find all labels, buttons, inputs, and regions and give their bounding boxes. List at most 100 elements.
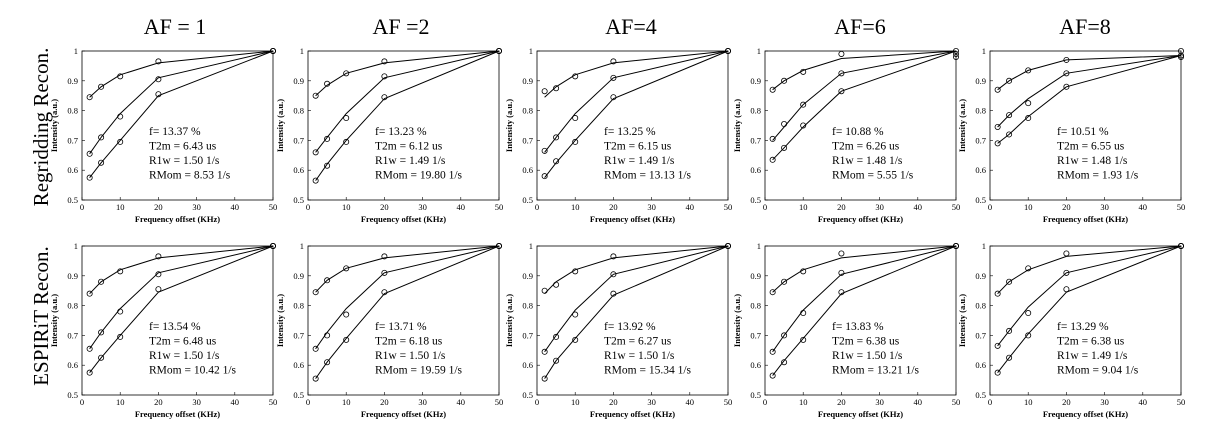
data-point-curve-1: [1025, 265, 1032, 272]
data-point-curve-1: [994, 290, 1001, 297]
data-point-curve-2: [541, 348, 548, 355]
data-point-curve-1: [98, 83, 105, 90]
fit-parameter-text: RMom = 19.59 1/s: [375, 365, 463, 377]
fit-line-curve-2: [89, 245, 274, 350]
data-point-curve-2: [572, 115, 579, 122]
x-tick-label: 0: [763, 202, 767, 212]
fit-parameter-text: R1w = 1.50 1/s: [604, 350, 675, 362]
y-tick-label: 0.5: [293, 195, 304, 205]
panel-r0-c2: 0 10 20 30 40 50 0.5 0.6 0.7 0.8 0.9 1 Frequency off…: [504, 46, 732, 224]
data-point-curve-3: [155, 286, 162, 293]
y-tick-label: 0.6: [67, 360, 78, 370]
y-tick-label: 0.7: [522, 135, 533, 145]
data-point-curve-2: [1006, 112, 1013, 119]
data-point-curve-1: [572, 268, 579, 275]
y-axis-label: Intensity (a.u.): [504, 99, 514, 152]
x-tick-label: 30: [1100, 397, 1109, 407]
data-point-curve-1: [541, 287, 548, 294]
fit-line-curve-3: [997, 245, 1182, 374]
data-point-curve-1: [86, 290, 93, 297]
x-tick-label: 20: [154, 202, 163, 212]
x-tick-label: 20: [380, 397, 389, 407]
fit-line-curve-3: [315, 245, 500, 379]
data-point-curve-1: [343, 70, 350, 77]
data-point-curve-2: [610, 271, 617, 278]
y-tick-label: 0.8: [293, 301, 304, 311]
x-tick-label: 10: [799, 397, 808, 407]
y-tick-label: 0.5: [67, 195, 78, 205]
data-point-curve-2: [324, 135, 331, 142]
fit-parameter-text: RMom = 8.53 1/s: [149, 170, 231, 182]
data-point-curve-3: [495, 242, 502, 249]
y-tick-label: 0.6: [522, 360, 533, 370]
panel-r0-c3: 0 10 20 30 40 50 0.5 0.6 0.7 0.8 0.9 1 Frequency off…: [732, 46, 960, 224]
panel-r0-c0: 0 10 20 30 40 50 0.5 0.6 0.7 0.8 0.9 1 Frequency off…: [49, 46, 277, 224]
plot-frame: [764, 50, 957, 201]
plot-frame: [81, 50, 274, 201]
x-tick-label: 40: [686, 202, 695, 212]
fit-parameter-text: RMom = 19.80 1/s: [375, 170, 463, 182]
data-point-curve-3: [117, 138, 124, 145]
fit-parameter-text: R1w = 1.48 1/s: [832, 155, 903, 167]
data-point-curve-3: [994, 140, 1001, 147]
data-point-curve-1: [381, 58, 388, 65]
y-tick-label: 1: [529, 241, 533, 251]
data-point-curve-2: [98, 134, 105, 141]
y-tick-label: 1: [74, 241, 78, 251]
data-point-curve-1: [117, 73, 124, 80]
x-tick-label: 50: [495, 397, 504, 407]
x-tick-label: 30: [418, 202, 427, 212]
data-point-curve-3: [541, 173, 548, 180]
panel-r1-c4: 0 10 20 30 40 50 0.5 0.6 0.7 0.8 0.9 1 Frequency off…: [957, 241, 1185, 419]
data-point-curve-2: [312, 149, 319, 156]
x-axis-label: Frequency offset (KHz): [590, 409, 675, 419]
data-point-curve-1: [1006, 77, 1013, 84]
data-point-curve-3: [324, 359, 331, 366]
x-tick-label: 10: [571, 397, 580, 407]
data-point-curve-1: [324, 277, 331, 284]
y-tick-label: 0.5: [750, 195, 761, 205]
fit-parameter-text: f= 13.29 %: [1057, 321, 1109, 333]
fit-parameter-text: R1w = 1.50 1/s: [375, 350, 446, 362]
y-tick-label: 1: [300, 241, 304, 251]
y-tick-label: 0.7: [67, 135, 78, 145]
data-point-curve-2: [117, 308, 124, 315]
data-point-curve-1: [1006, 278, 1013, 285]
fit-line-curve-2: [315, 50, 500, 153]
panel-r1-c3: 0 10 20 30 40 50 0.5 0.6 0.7 0.8 0.9 1 Frequency off…: [732, 241, 960, 419]
panel-r0-c1: 0 10 20 30 40 50 0.5 0.6 0.7 0.8 0.9 1 Frequency off…: [275, 46, 503, 224]
x-tick-label: 40: [1139, 202, 1148, 212]
y-tick-label: 0.9: [522, 76, 533, 86]
x-tick-label: 20: [1062, 202, 1071, 212]
fit-line-curve-3: [544, 245, 729, 379]
fit-parameter-text: f= 13.83 %: [832, 321, 884, 333]
x-tick-label: 30: [192, 397, 201, 407]
plot-frame: [764, 245, 957, 396]
data-point-curve-2: [610, 74, 617, 81]
y-tick-label: 0.7: [975, 330, 986, 340]
y-axis-label: Intensity (a.u.): [275, 99, 285, 152]
y-axis-label: Intensity (a.u.): [957, 294, 967, 347]
x-tick-label: 50: [724, 397, 733, 407]
data-point-curve-3: [155, 91, 162, 98]
column-title-af6: AF=6: [834, 14, 886, 39]
y-tick-label: 0.7: [522, 330, 533, 340]
data-point-curve-3: [781, 144, 788, 151]
data-point-curve-1: [541, 88, 548, 95]
fit-line-curve-1: [997, 245, 1182, 295]
fit-parameter-text: T2m = 6.12 us: [375, 141, 443, 153]
x-tick-label: 0: [535, 397, 539, 407]
data-point-curve-1: [312, 92, 319, 99]
plot-frame: [536, 245, 729, 396]
y-tick-label: 0.8: [750, 301, 761, 311]
fit-line-curve-3: [772, 245, 957, 376]
data-point-curve-1: [1063, 250, 1070, 257]
panel-r1-c2: 0 10 20 30 40 50 0.5 0.6 0.7 0.8 0.9 1 Frequency off…: [504, 241, 732, 419]
y-tick-label: 0.5: [522, 195, 533, 205]
data-point-curve-3: [1178, 242, 1185, 249]
data-point-curve-2: [155, 271, 162, 278]
data-point-curve-2: [994, 342, 1001, 349]
plot-frame: [307, 50, 500, 201]
data-point-curve-3: [381, 94, 388, 101]
fit-parameter-text: T2m = 6.38 us: [832, 336, 900, 348]
